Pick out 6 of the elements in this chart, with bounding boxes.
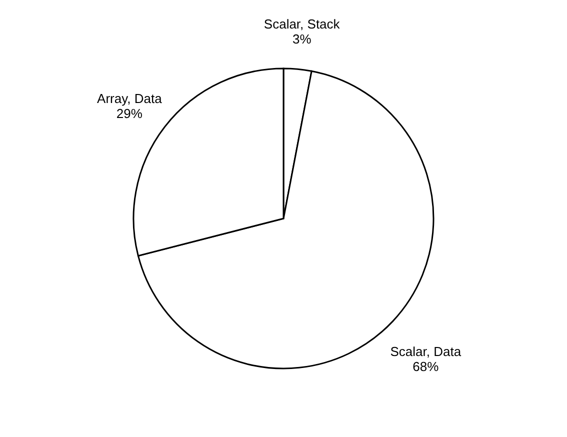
data-label: 68% xyxy=(412,358,440,374)
slice-label: Array, Data xyxy=(97,90,163,106)
slice-label: Scalar, Data xyxy=(390,344,462,359)
data-label: 29% xyxy=(116,106,143,121)
data-label: 3% xyxy=(292,31,312,46)
slice-label: Scalar, Stack xyxy=(264,16,340,32)
